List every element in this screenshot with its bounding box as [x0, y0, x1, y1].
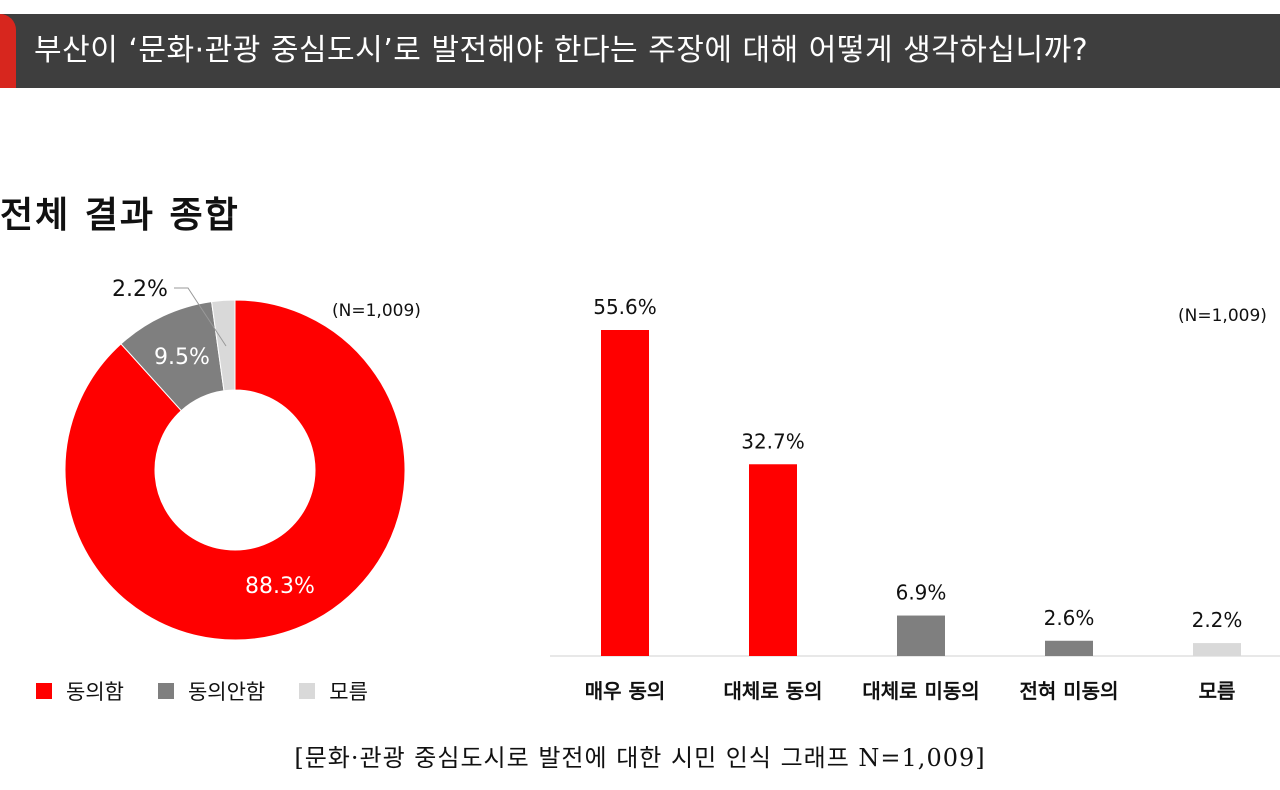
bar-value-label-3: 6.9%	[896, 581, 947, 605]
legend-swatch-agree	[36, 683, 52, 699]
bar-value-label-1: 55.6%	[593, 295, 657, 319]
donut-n-label: (N=1,009)	[332, 301, 421, 321]
bar-3	[897, 615, 945, 656]
bar-category-label-1: 매우 동의	[585, 679, 666, 703]
bar-n-label: (N=1,009)	[1178, 306, 1267, 326]
donut-slice-unknown	[211, 299, 236, 392]
bar-category-label-5: 모름	[1199, 679, 1236, 703]
header-bar: 부산이 ‘문화·관광 중심도시’로 발전해야 한다는 주장에 대해 어떻게 생각…	[0, 14, 1280, 88]
bar-category-label-3: 대체로 미동의	[862, 679, 979, 703]
donut-label-unknown: 2.2%	[112, 277, 168, 302]
donut-leader-line	[174, 287, 227, 347]
bar-5	[1193, 643, 1241, 656]
legend-swatch-unknown	[299, 683, 316, 699]
donut-legend: 동의함 동의안함 모름	[36, 676, 368, 706]
legend-item-unknown: 모름	[299, 676, 368, 706]
legend-label-unknown: 모름	[329, 680, 368, 704]
legend-item-disagree: 동의안함	[157, 676, 266, 706]
legend-swatch-disagree	[157, 683, 174, 699]
donut-label-agree: 88.3%	[245, 574, 315, 599]
donut-chart: 88.3% 9.5% 2.2%	[64, 277, 406, 641]
bar-chart: 55.6% 매우 동의 32.7% 대체로 동의 6.9% 대체로 미동의 2.6% 전혀 미…	[550, 295, 1280, 703]
question-title: 부산이 ‘문화·관광 중심도시’로 발전해야 한다는 주장에 대해 어떻게 생각…	[34, 33, 1089, 68]
legend-label-agree: 동의함	[66, 680, 124, 704]
bar-category-label-2: 대체로 동의	[724, 679, 823, 703]
donut-slice-agree	[64, 299, 406, 641]
section-title: 전체 결과 종합	[0, 195, 240, 236]
bar-value-label-2: 32.7%	[741, 429, 805, 453]
bar-category-label-4: 전혀 미동의	[1020, 679, 1119, 703]
bar-1	[601, 330, 649, 656]
bar-value-label-5: 2.2%	[1192, 608, 1243, 632]
bar-value-label-4: 2.6%	[1044, 606, 1095, 630]
header-accent	[0, 14, 16, 88]
legend-label-disagree: 동의안함	[187, 680, 266, 704]
legend-item-agree: 동의함	[36, 676, 124, 706]
bar-2	[749, 464, 797, 656]
bar-4	[1045, 640, 1093, 656]
figure-caption: [문화·관광 중심도시로 발전에 대한 시민 인식 그래프 N=1,009]	[294, 744, 986, 772]
donut-label-disagree: 9.5%	[154, 345, 210, 370]
